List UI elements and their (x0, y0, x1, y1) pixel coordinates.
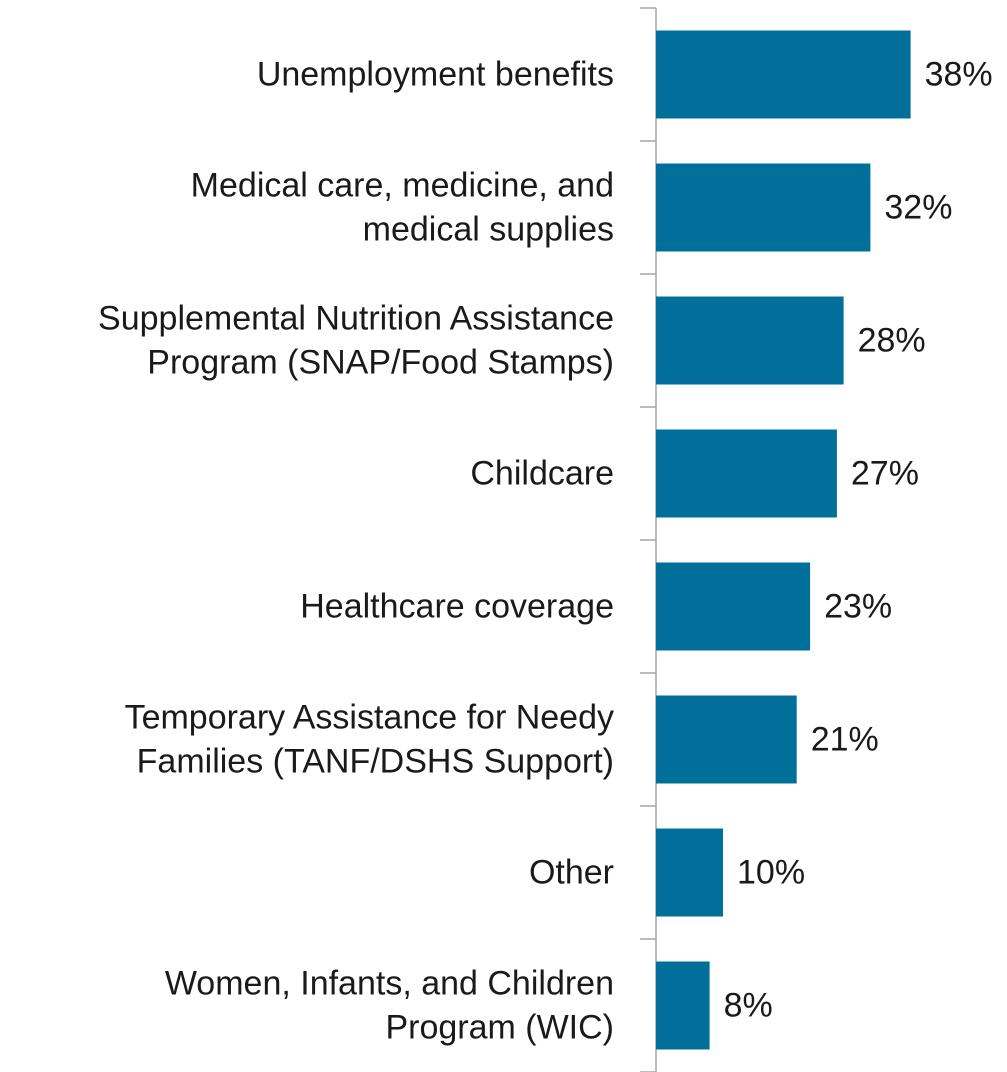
bar (656, 163, 871, 252)
category-label: Childcare (470, 454, 614, 492)
category-label: Women, Infants, and Children Program (WIC… (165, 964, 614, 1046)
category-label-line: Supplemental Nutrition Assistance (98, 299, 614, 337)
bar (656, 562, 811, 651)
value-label: 21% (811, 720, 879, 758)
category-label: Supplemental Nutrition Assistance Program… (98, 299, 614, 381)
category-label-line: Medical care, medicine, and (191, 166, 614, 204)
value-label: 38% (925, 55, 993, 93)
bar (656, 828, 723, 917)
category-label-line: medical supplies (363, 210, 614, 248)
category-label: Other (529, 853, 614, 891)
bar (656, 30, 911, 119)
category-label-line: Temporary Assistance for Needy (125, 698, 614, 736)
category-label-line: Families (TANF/DSHS Support) (137, 742, 614, 780)
category-label: Unemployment benefits (257, 55, 614, 93)
bar (656, 429, 837, 518)
bar (656, 961, 710, 1050)
category-label: Temporary Assistance for Needy Families (… (125, 698, 614, 780)
value-label: 28% (858, 321, 926, 359)
value-label: 27% (851, 454, 919, 492)
category-label-line: Other (529, 853, 614, 891)
value-label: 23% (824, 587, 892, 625)
category-label-line: Program (SNAP/Food Stamps) (147, 343, 614, 381)
value-label: 8% (724, 986, 773, 1024)
category-label: Medical care, medicine, and medical suppl… (191, 166, 614, 248)
value-label: 10% (737, 853, 805, 891)
category-label: Healthcare coverage (300, 587, 614, 625)
value-label: 32% (884, 188, 952, 226)
category-label-line: Women, Infants, and Children (165, 964, 614, 1002)
category-label-line: Program (WIC) (385, 1008, 614, 1046)
bar (656, 695, 797, 784)
category-label-line: Childcare (470, 454, 614, 492)
category-label-line: Unemployment benefits (257, 55, 614, 93)
bar (656, 296, 844, 385)
category-label-line: Healthcare coverage (300, 587, 614, 625)
